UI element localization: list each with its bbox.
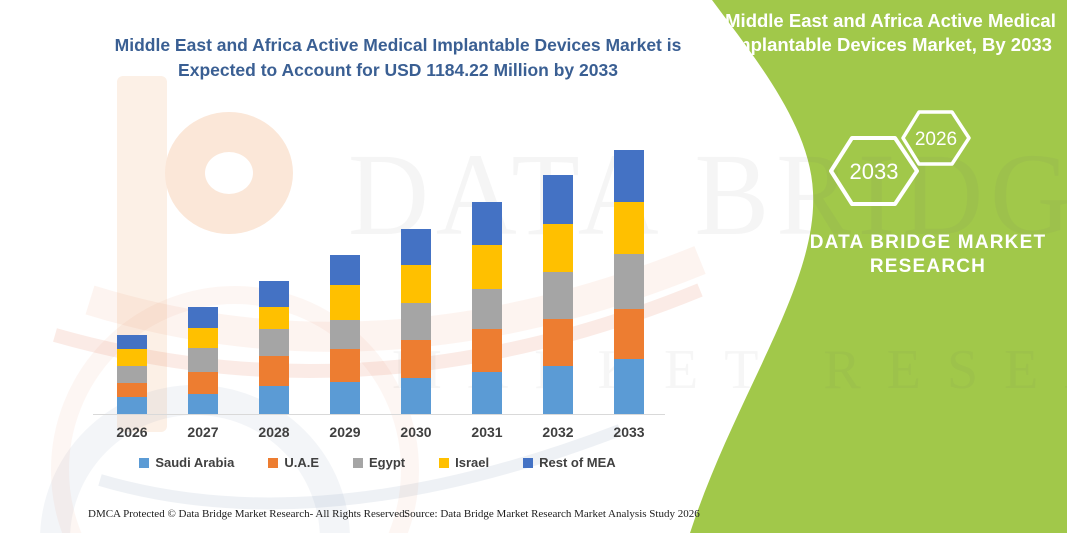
- segment-saudi-arabia-2029: [330, 381, 360, 414]
- chart-title-line1: Middle East and Africa Active Medical Im…: [114, 35, 682, 55]
- badge-2026-label: 2026: [915, 129, 957, 150]
- bar-2030: [401, 228, 431, 414]
- legend-swatch-icon: [352, 457, 363, 468]
- segment-u-a-e-2028: [259, 356, 289, 387]
- segment-u-a-e-2027: [188, 372, 218, 394]
- segment-u-a-e-2031: [472, 328, 502, 373]
- segment-israel-2027: [188, 327, 218, 348]
- segment-israel-2030: [401, 264, 431, 304]
- legend-item-rest-of-mea: Rest of MEA: [523, 455, 616, 470]
- chart-title-line2: Expected to Account for USD 1184.22 Mill…: [178, 59, 618, 80]
- segment-saudi-arabia-2032: [543, 365, 573, 414]
- x-axis-line: [93, 414, 665, 415]
- segment-rest-of-mea-2027: [188, 307, 218, 328]
- chart-legend: Saudi Arabia U.A.E Egypt Israel Rest of MEA: [85, 455, 670, 470]
- segment-egypt-2026: [117, 365, 147, 384]
- side-panel-shape: [690, 0, 1067, 533]
- segment-u-a-e-2026: [117, 383, 147, 398]
- side-panel-title: Middle East and Africa Active Medical Im…: [725, 10, 1056, 56]
- segment-u-a-e-2032: [543, 318, 573, 366]
- bar-2033: [614, 150, 644, 414]
- segment-egypt-2030: [401, 303, 431, 340]
- bar-2026: [117, 334, 147, 414]
- hexagon-2026-badge: [901, 110, 971, 166]
- legend-item-u-a-e: U.A.E: [268, 455, 319, 470]
- bar-2031: [472, 201, 502, 414]
- x-axis-label-2032: 2032: [542, 424, 574, 440]
- bar-2029: [330, 254, 360, 414]
- bar-2032: [543, 175, 573, 414]
- x-axis-label-2026: 2026: [116, 424, 148, 440]
- segment-israel-2028: [259, 307, 289, 330]
- bar-2028: [259, 280, 289, 414]
- segment-u-a-e-2030: [401, 339, 431, 378]
- year-badges: 2033 2026: [829, 110, 971, 206]
- segment-rest-of-mea-2026: [117, 334, 147, 349]
- legend-label: Israel: [455, 455, 490, 470]
- segment-israel-2031: [472, 245, 502, 289]
- x-axis-label-2029: 2029: [329, 424, 361, 440]
- legend-label: Egypt: [368, 455, 406, 470]
- segment-rest-of-mea-2028: [259, 280, 289, 308]
- legend-label: U.A.E: [284, 455, 319, 470]
- segment-saudi-arabia-2033: [614, 358, 644, 414]
- brand-name: DATA BRIDGE MARKET RESEARCH: [788, 231, 1067, 280]
- segment-saudi-arabia-2027: [188, 393, 218, 414]
- segment-u-a-e-2033: [614, 308, 644, 359]
- segment-u-a-e-2029: [330, 349, 360, 382]
- segment-saudi-arabia-2026: [117, 397, 147, 414]
- badge-2033-label: 2033: [850, 159, 899, 184]
- segment-israel-2029: [330, 284, 360, 320]
- segment-israel-2026: [117, 348, 147, 366]
- segment-rest-of-mea-2033: [614, 150, 644, 202]
- segment-rest-of-mea-2031: [472, 201, 502, 246]
- legend-item-saudi-arabia: Saudi Arabia: [139, 455, 234, 470]
- segment-israel-2032: [543, 224, 573, 272]
- x-axis-label-2031: 2031: [471, 424, 503, 440]
- segment-rest-of-mea-2030: [401, 228, 431, 265]
- x-axis-label-2033: 2033: [613, 424, 645, 440]
- hexagon-2033-badge: [829, 136, 919, 206]
- brand-line1: DATA BRIDGE MARKET: [809, 232, 1047, 253]
- legend-swatch-icon: [523, 457, 534, 468]
- source-text: Source: Data Bridge Market Research Mark…: [404, 508, 700, 520]
- brand-line2: RESEARCH: [869, 256, 987, 278]
- legend-label: Saudi Arabia: [155, 455, 235, 470]
- legend-swatch-icon: [439, 457, 450, 468]
- legend-swatch-icon: [139, 457, 150, 468]
- copyright-text: DMCA Protected © Data Bridge Market Rese…: [88, 508, 408, 520]
- segment-egypt-2028: [259, 329, 289, 357]
- bar-2027: [188, 307, 218, 414]
- legend-item-egypt: Egypt: [352, 455, 406, 470]
- legend-label: Rest of MEA: [539, 455, 616, 470]
- segment-egypt-2029: [330, 319, 360, 350]
- x-axis-label-2027: 2027: [187, 424, 219, 440]
- x-axis-label-2030: 2030: [400, 424, 432, 440]
- legend-swatch-icon: [268, 457, 279, 468]
- legend-item-israel: Israel: [439, 455, 489, 470]
- segment-egypt-2033: [614, 254, 644, 309]
- x-axis-label-2028: 2028: [258, 424, 290, 440]
- segment-egypt-2027: [188, 347, 218, 373]
- chart-title: Middle East and Africa Active Medical Im…: [88, 33, 708, 83]
- watermark-text-line1: DATA BRIDGE: [348, 130, 1067, 261]
- segment-saudi-arabia-2031: [472, 372, 502, 414]
- segment-israel-2033: [614, 201, 644, 255]
- segment-egypt-2031: [472, 288, 502, 329]
- segment-rest-of-mea-2032: [543, 175, 573, 225]
- watermark-text-line2: MARKET RESEARCH: [392, 339, 1067, 401]
- segment-saudi-arabia-2028: [259, 386, 289, 414]
- segment-rest-of-mea-2029: [330, 254, 360, 285]
- segment-saudi-arabia-2030: [401, 377, 431, 414]
- segment-egypt-2032: [543, 271, 573, 319]
